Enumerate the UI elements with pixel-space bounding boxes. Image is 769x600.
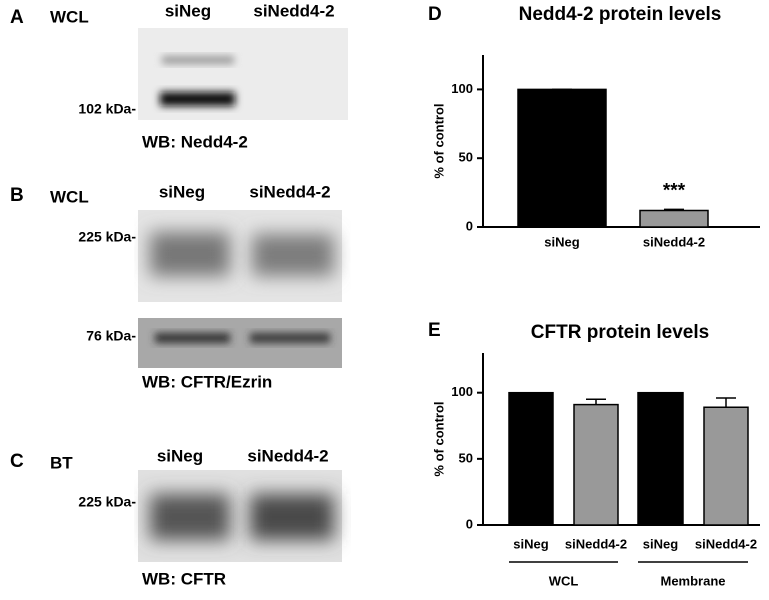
lane-label: siNeg <box>165 1 211 20</box>
lane-label: siNedd4-2 <box>253 1 334 20</box>
wb-label: WB: CFTR/Ezrin <box>142 372 272 391</box>
panel-letter: D <box>428 4 442 25</box>
blot <box>138 210 342 302</box>
x-tick-label: siNedd4-2 <box>565 536 627 551</box>
y-tick-label: 0 <box>466 218 473 233</box>
lane-label: siNedd4-2 <box>249 182 330 201</box>
sample-label: BT <box>50 453 73 472</box>
error-bar <box>664 208 684 211</box>
bar <box>508 391 554 526</box>
blot <box>138 470 342 562</box>
wb-label: WB: CFTR <box>142 569 226 588</box>
y-axis-label: % of control <box>431 401 446 476</box>
bar <box>517 88 607 228</box>
y-tick-label: 50 <box>459 150 473 165</box>
x-tick-label: siNeg <box>513 536 548 551</box>
group-label: WCL <box>549 573 579 588</box>
sample-label: WCL <box>50 187 89 206</box>
y-tick-label: 0 <box>466 516 473 531</box>
group-label: Membrane <box>660 573 725 588</box>
bar <box>573 403 619 526</box>
chart-title: CFTR protein levels <box>531 322 709 343</box>
x-tick-label: siNeg <box>643 536 678 551</box>
blot <box>138 318 342 368</box>
blot <box>138 28 348 120</box>
sample-label: WCL <box>50 7 89 26</box>
y-axis-label: % of control <box>431 103 446 178</box>
x-tick-label: siNeg <box>544 234 579 249</box>
panel-letter: E <box>428 320 441 341</box>
bar <box>639 209 709 228</box>
y-tick-label: 100 <box>451 81 473 96</box>
marker-label: 225 kDa- <box>78 229 136 245</box>
lane-label: siNeg <box>159 182 205 201</box>
x-tick-label: siNedd4-2 <box>695 536 757 551</box>
y-tick-label: 50 <box>459 450 473 465</box>
error-bar <box>586 398 606 405</box>
y-tick-label: 100 <box>451 384 473 399</box>
marker-label: 225 kDa- <box>78 494 136 510</box>
marker-label: 102 kDa- <box>78 101 136 117</box>
panel-letter: B <box>10 185 24 206</box>
lane-label: siNedd4-2 <box>247 446 328 465</box>
x-tick-label: siNedd4-2 <box>643 234 705 249</box>
marker-label: 76 kDa- <box>86 328 136 344</box>
wb-label: WB: Nedd4-2 <box>142 132 248 151</box>
bar <box>703 406 749 526</box>
annotation: *** <box>663 180 686 201</box>
panel-letter: A <box>10 7 24 28</box>
chart-title: Nedd4-2 protein levels <box>519 4 722 25</box>
error-bar <box>716 397 736 408</box>
bar <box>637 391 684 526</box>
lane-label: siNeg <box>157 446 203 465</box>
panel-letter: C <box>10 451 24 472</box>
